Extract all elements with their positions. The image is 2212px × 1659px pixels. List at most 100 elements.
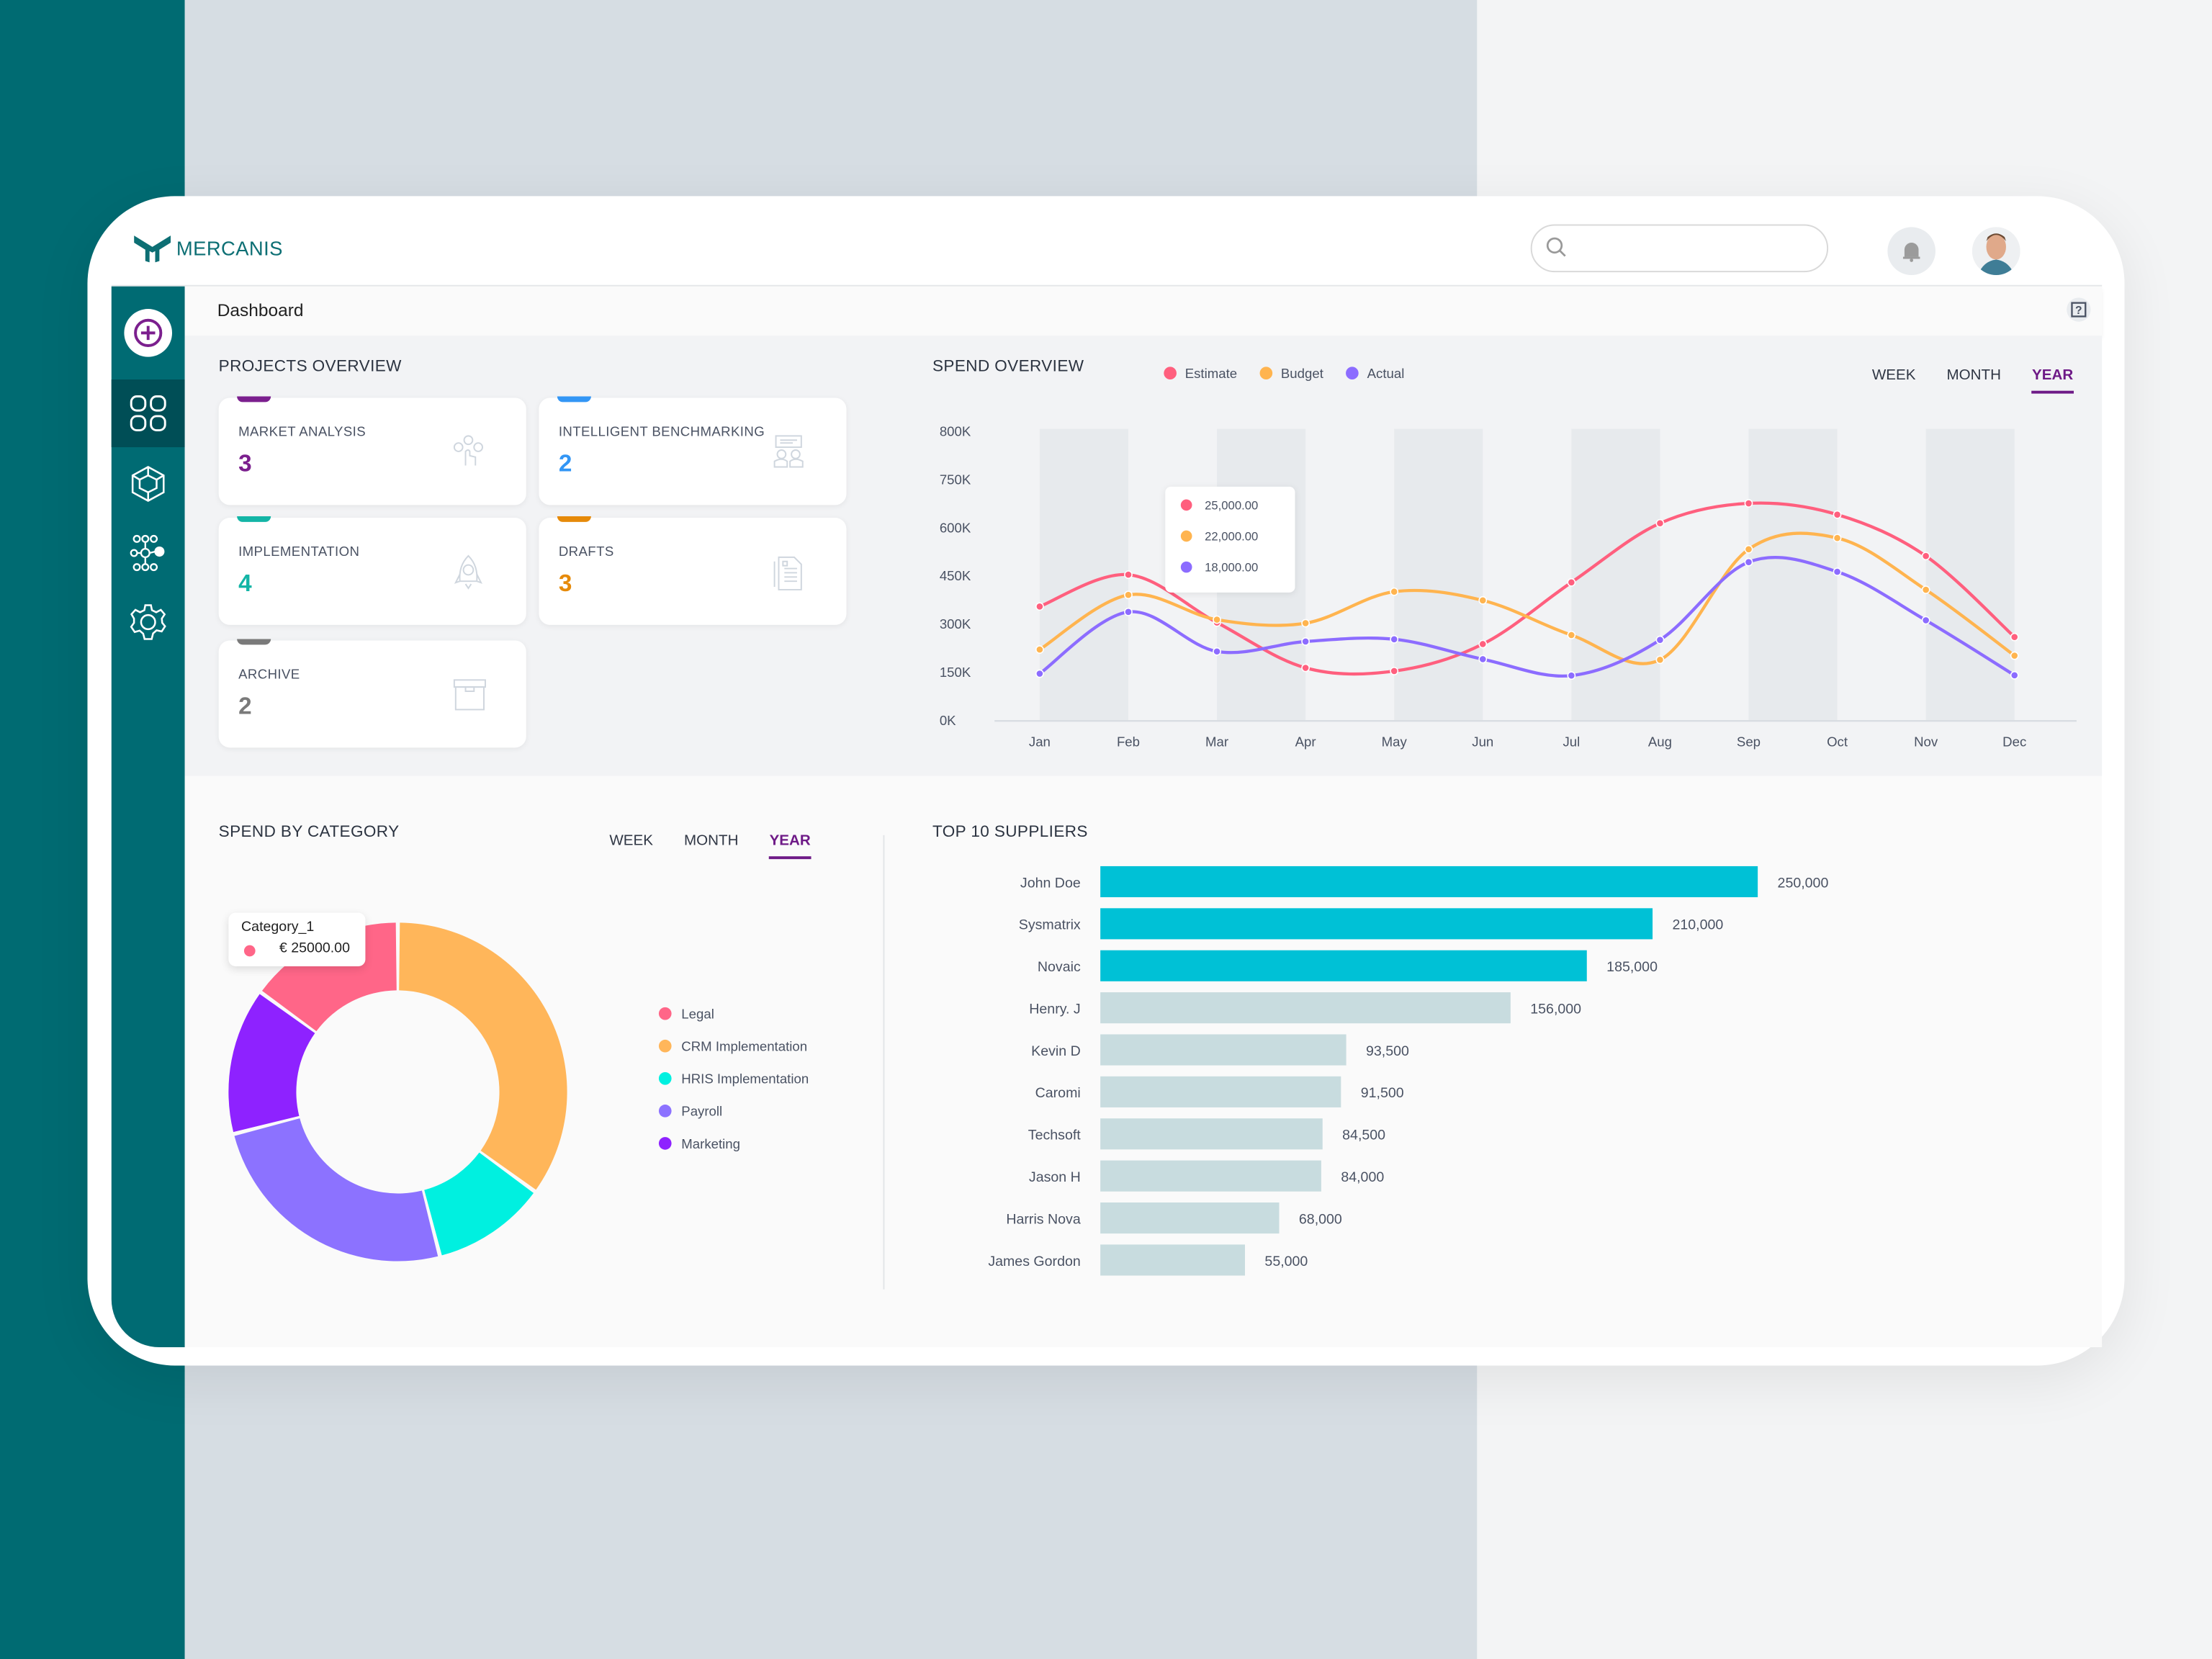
project-card-archive[interactable]: ARCHIVE 2 <box>218 639 526 748</box>
data-point-estimate[interactable] <box>1921 552 1930 561</box>
data-point-estimate[interactable] <box>1478 639 1488 649</box>
supplier-bar[interactable] <box>1100 1244 1246 1276</box>
spend-overview-tooltip: 25,000.00 22,000.00 18,000.00 <box>1165 486 1295 593</box>
donut-slice-payroll[interactable] <box>234 1118 439 1262</box>
legend-dot-icon <box>658 1039 672 1053</box>
data-point-estimate[interactable] <box>1124 570 1133 579</box>
supplier-bar[interactable] <box>1100 1118 1323 1150</box>
data-point-estimate[interactable] <box>2010 632 2019 642</box>
sidebar-item-create[interactable] <box>124 309 173 357</box>
tab-month[interactable]: MONTH <box>684 832 739 850</box>
legend-dot-icon <box>658 1071 672 1085</box>
column-band <box>1394 428 1483 721</box>
data-point-estimate[interactable] <box>1567 577 1576 587</box>
legend-item-payroll[interactable]: Payroll <box>658 1105 809 1137</box>
legend-item-marketing[interactable]: Marketing <box>658 1137 809 1169</box>
sidebar-item-dashboard[interactable] <box>111 379 185 448</box>
column-band <box>1925 428 2015 721</box>
data-point-budget[interactable] <box>1301 619 1310 628</box>
help-button[interactable]: ? <box>2067 297 2091 322</box>
supplier-bar[interactable] <box>1100 1034 1346 1066</box>
data-point-budget[interactable] <box>1390 587 1399 596</box>
data-point-estimate[interactable] <box>1833 510 1842 519</box>
data-point-actual[interactable] <box>1567 671 1576 680</box>
data-point-actual[interactable] <box>1744 557 1753 567</box>
data-point-actual[interactable] <box>1124 607 1133 616</box>
tab-year[interactable]: YEAR <box>2032 367 2074 394</box>
tab-week[interactable]: WEEK <box>1871 367 1916 384</box>
data-point-actual[interactable] <box>2010 670 2019 680</box>
supplier-bar[interactable] <box>1100 1202 1280 1234</box>
data-point-actual[interactable] <box>1390 634 1399 644</box>
donut-slice-marketing[interactable] <box>228 994 315 1133</box>
legend-item-legal[interactable]: Legal <box>658 1007 809 1040</box>
data-point-budget[interactable] <box>1035 645 1044 654</box>
brand-logo[interactable]: MERCANIS <box>134 234 283 263</box>
mercanis-logo-icon <box>134 235 171 263</box>
donut-slice-crm-implementation[interactable] <box>399 922 567 1190</box>
y-tick-label: 300K <box>940 616 971 631</box>
card-label: ARCHIVE <box>238 667 300 683</box>
data-point-budget[interactable] <box>1655 655 1665 665</box>
data-point-actual[interactable] <box>1655 635 1665 644</box>
x-tick-label: Oct <box>1827 734 1848 749</box>
legend-item-actual[interactable]: Actual <box>1346 367 1404 382</box>
supplier-value-label: 250,000 <box>1778 875 1829 891</box>
data-point-estimate[interactable] <box>1744 499 1753 508</box>
donut-slice-hris-implementation[interactable] <box>424 1152 534 1256</box>
legend-item-estimate[interactable]: Estimate <box>1164 367 1237 382</box>
sidebar-item-products[interactable] <box>112 450 185 518</box>
card-label: IMPLEMENTATION <box>238 544 360 560</box>
sidebar-item-network[interactable] <box>112 519 185 587</box>
series-line-budget <box>1038 531 2015 665</box>
avatar-photo-icon <box>1972 227 2020 276</box>
data-point-actual[interactable] <box>1921 616 1930 625</box>
data-point-actual[interactable] <box>1478 655 1488 664</box>
data-point-budget[interactable] <box>1567 631 1576 639</box>
project-card-drafts[interactable]: DRAFTS 3 <box>539 516 847 625</box>
tab-week[interactable]: WEEK <box>609 832 653 850</box>
data-point-actual[interactable] <box>1213 647 1221 656</box>
supplier-bar[interactable] <box>1100 908 1653 940</box>
search-box[interactable] <box>1530 224 1829 273</box>
data-point-estimate[interactable] <box>1655 518 1665 528</box>
tab-month[interactable]: MONTH <box>1946 367 2001 384</box>
data-point-budget[interactable] <box>2010 651 2019 660</box>
tab-year[interactable]: YEAR <box>769 832 811 860</box>
data-point-budget[interactable] <box>1478 595 1488 605</box>
data-point-estimate[interactable] <box>1390 667 1399 675</box>
supplier-value-label: 93,500 <box>1366 1043 1409 1059</box>
legend-item-budget[interactable]: Budget <box>1259 367 1323 382</box>
project-card-market-analysis[interactable]: MARKET ANALYSIS 3 <box>218 396 526 505</box>
supplier-bar[interactable] <box>1100 866 1758 898</box>
legend-item-hris-implementation[interactable]: HRIS Implementation <box>658 1071 809 1105</box>
supplier-bar[interactable] <box>1100 1160 1321 1192</box>
data-point-budget[interactable] <box>1124 590 1133 600</box>
data-point-actual[interactable] <box>1035 669 1044 678</box>
y-tick-label: 750K <box>940 472 971 487</box>
user-avatar[interactable] <box>1972 227 2020 276</box>
category-tooltip-value: € 25000.00 <box>279 940 350 957</box>
data-point-actual[interactable] <box>1301 637 1310 646</box>
supplier-bar[interactable] <box>1100 992 1511 1024</box>
project-card-intelligent-benchmarking[interactable]: INTELLIGENT BENCHMARKING 2 <box>539 396 847 505</box>
data-point-estimate[interactable] <box>1035 602 1044 611</box>
supplier-bar[interactable] <box>1100 950 1587 981</box>
data-point-budget[interactable] <box>1921 585 1930 594</box>
x-tick-label: Feb <box>1117 734 1140 749</box>
top-suppliers-title: TOP 10 SUPPLIERS <box>932 824 1088 841</box>
legend-item-crm-implementation[interactable]: CRM Implementation <box>658 1039 809 1072</box>
notifications-button[interactable] <box>1887 227 1936 276</box>
data-point-actual[interactable] <box>1833 567 1842 576</box>
data-point-budget[interactable] <box>1213 615 1221 624</box>
sidebar-item-settings[interactable] <box>112 588 185 656</box>
supplier-bar[interactable] <box>1100 1076 1341 1107</box>
archive-box-icon <box>453 679 486 711</box>
legend-label: Marketing <box>681 1137 741 1153</box>
project-card-implementation[interactable]: IMPLEMENTATION 4 <box>218 516 526 625</box>
data-point-budget[interactable] <box>1744 544 1753 554</box>
data-point-estimate[interactable] <box>1301 663 1310 673</box>
search-input[interactable] <box>1577 234 1816 266</box>
data-point-budget[interactable] <box>1833 534 1842 543</box>
